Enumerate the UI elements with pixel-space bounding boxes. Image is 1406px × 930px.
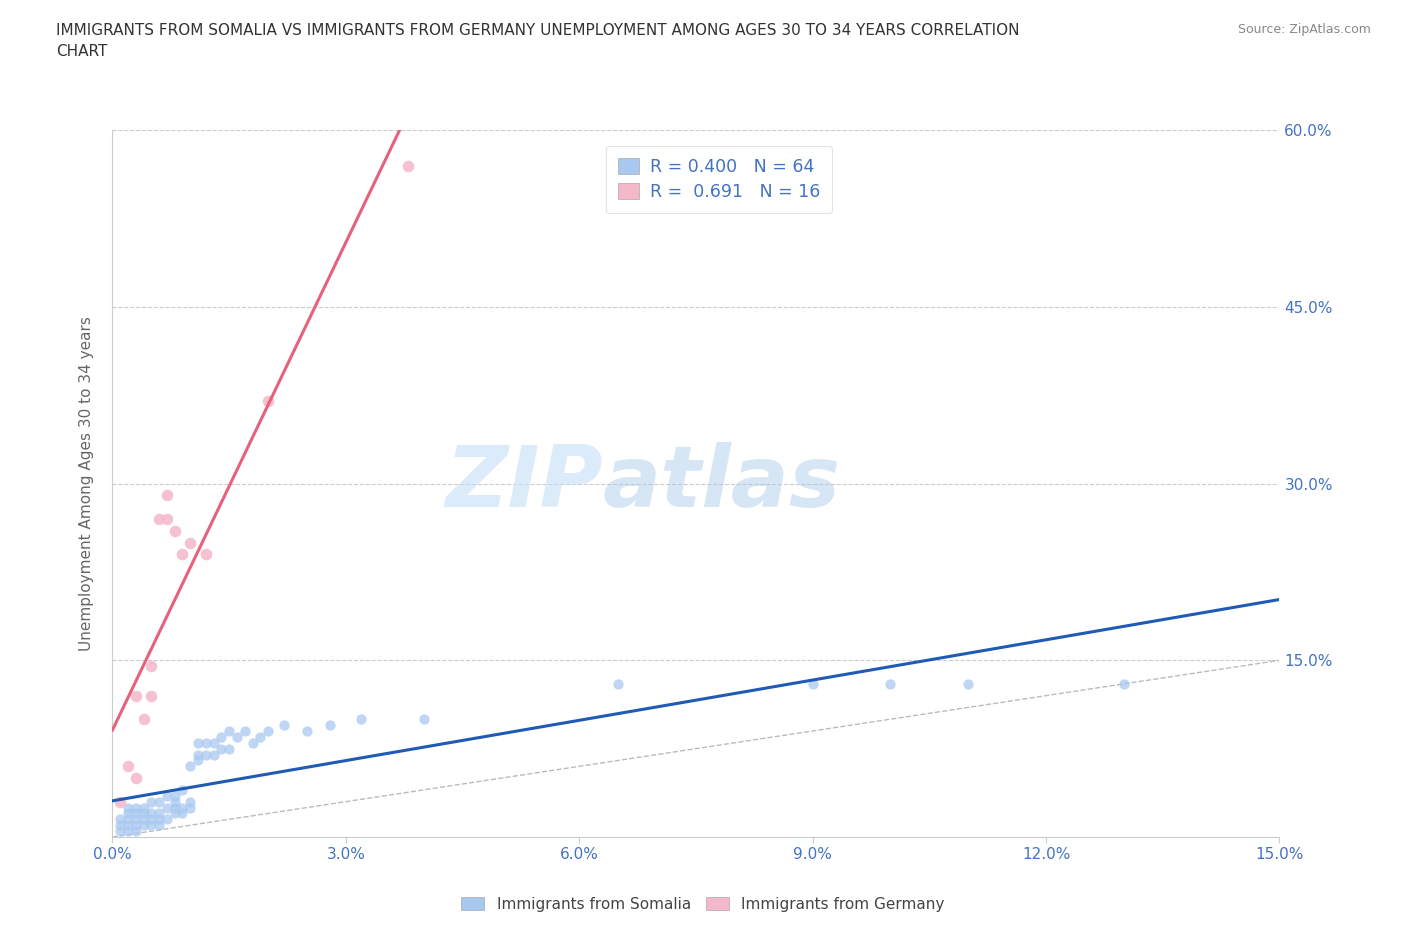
Point <box>156 789 179 804</box>
Point <box>209 729 232 744</box>
Point <box>249 729 271 744</box>
Point <box>148 817 170 832</box>
Point <box>319 718 342 733</box>
Point <box>163 800 186 815</box>
Point <box>179 759 201 774</box>
Point <box>172 806 194 821</box>
Point <box>141 806 163 821</box>
Point <box>801 676 824 691</box>
Text: ZIP: ZIP <box>444 442 603 525</box>
Point <box>163 794 186 809</box>
Point <box>117 824 139 839</box>
Point <box>273 718 295 733</box>
Point <box>141 817 163 832</box>
Point <box>141 794 163 809</box>
Point <box>117 800 139 815</box>
Point <box>110 794 132 809</box>
Point <box>125 812 148 827</box>
Point <box>132 711 155 726</box>
Text: IMMIGRANTS FROM SOMALIA VS IMMIGRANTS FROM GERMANY UNEMPLOYMENT AMONG AGES 30 TO: IMMIGRANTS FROM SOMALIA VS IMMIGRANTS FR… <box>56 23 1019 60</box>
Point <box>187 747 209 762</box>
Point <box>125 771 148 786</box>
Point <box>125 817 148 832</box>
Point <box>179 535 201 550</box>
Point <box>132 800 155 815</box>
Point <box>163 806 186 821</box>
Point <box>209 741 232 756</box>
Point <box>202 747 225 762</box>
Point <box>156 512 179 526</box>
Text: atlas: atlas <box>603 442 841 525</box>
Point <box>1112 676 1135 691</box>
Text: Source: ZipAtlas.com: Source: ZipAtlas.com <box>1237 23 1371 36</box>
Point <box>132 817 155 832</box>
Point <box>132 806 155 821</box>
Point <box>257 724 280 738</box>
Point <box>242 736 264 751</box>
Point <box>125 688 148 703</box>
Point <box>117 759 139 774</box>
Point <box>156 488 179 503</box>
Point <box>132 812 155 827</box>
Point <box>110 812 132 827</box>
Point <box>187 753 209 768</box>
Point <box>125 800 148 815</box>
Point <box>179 794 201 809</box>
Point <box>396 158 419 173</box>
Point <box>110 824 132 839</box>
Point <box>125 824 148 839</box>
Point <box>163 524 186 538</box>
Point <box>125 806 148 821</box>
Point <box>350 711 373 726</box>
Point <box>194 547 217 562</box>
Y-axis label: Unemployment Among Ages 30 to 34 years: Unemployment Among Ages 30 to 34 years <box>79 316 94 651</box>
Point <box>148 806 170 821</box>
Point <box>141 658 163 673</box>
Point <box>295 724 318 738</box>
Point <box>172 782 194 797</box>
Point <box>172 800 194 815</box>
Legend: R = 0.400   N = 64, R =  0.691   N = 16: R = 0.400 N = 64, R = 0.691 N = 16 <box>606 146 832 213</box>
Point <box>156 800 179 815</box>
Point <box>187 736 209 751</box>
Point <box>179 800 201 815</box>
Point <box>141 688 163 703</box>
Point <box>117 812 139 827</box>
Point <box>148 512 170 526</box>
Legend: Immigrants from Somalia, Immigrants from Germany: Immigrants from Somalia, Immigrants from… <box>456 890 950 918</box>
Point <box>163 789 186 804</box>
Point <box>156 812 179 827</box>
Point <box>117 806 139 821</box>
Point <box>194 736 217 751</box>
Point <box>117 817 139 832</box>
Point <box>110 817 132 832</box>
Point <box>148 794 170 809</box>
Point <box>194 747 217 762</box>
Point <box>148 812 170 827</box>
Point <box>412 711 434 726</box>
Point <box>218 741 240 756</box>
Point <box>202 736 225 751</box>
Point <box>607 676 630 691</box>
Point <box>233 724 256 738</box>
Point <box>141 812 163 827</box>
Point <box>226 729 249 744</box>
Point <box>957 676 980 691</box>
Point <box>172 547 194 562</box>
Point <box>879 676 901 691</box>
Point <box>257 393 280 408</box>
Point <box>218 724 240 738</box>
